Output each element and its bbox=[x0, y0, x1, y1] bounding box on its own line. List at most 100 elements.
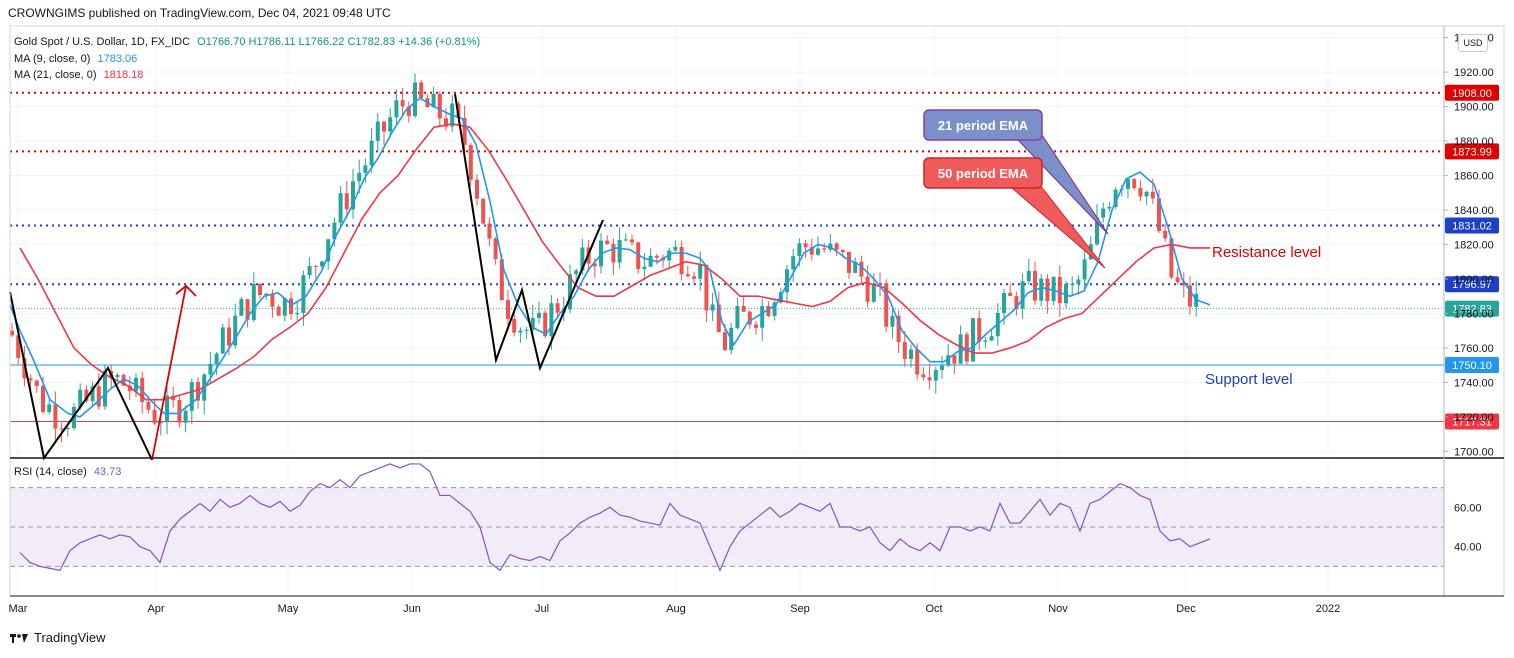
candle-body bbox=[673, 247, 678, 251]
level-price-tag bbox=[1445, 413, 1499, 430]
candle-body bbox=[270, 293, 275, 307]
candle-body bbox=[338, 193, 343, 223]
candle-body bbox=[96, 386, 101, 407]
candle-body bbox=[611, 243, 616, 263]
candle-body bbox=[530, 317, 535, 330]
candle-body bbox=[574, 270, 579, 275]
footer-brand[interactable]: TradingView bbox=[10, 630, 106, 645]
candle-body bbox=[915, 349, 920, 375]
candle-body bbox=[1138, 187, 1143, 197]
candle-body bbox=[1175, 277, 1180, 283]
candle-body bbox=[859, 261, 864, 277]
candle-body bbox=[617, 239, 622, 263]
level-price-tag bbox=[1445, 217, 1499, 234]
candle-body bbox=[214, 353, 219, 364]
candle-body bbox=[34, 380, 39, 387]
ma21-value: 1818.18 bbox=[103, 69, 144, 81]
candle-body bbox=[679, 247, 684, 275]
candle-body bbox=[1033, 271, 1037, 301]
open-value: 1766.70 bbox=[205, 36, 246, 48]
price-tick-label: 1860.00 bbox=[1454, 171, 1494, 183]
rsi-legend: RSI (14, close) 43.73 bbox=[14, 466, 121, 478]
candle-body bbox=[1188, 285, 1192, 307]
candle-body bbox=[1107, 206, 1112, 209]
time-tick-label: Nov bbox=[1048, 603, 1068, 615]
candle-body bbox=[685, 274, 690, 277]
candle-body bbox=[1132, 179, 1137, 188]
candle-body bbox=[1026, 271, 1031, 282]
ma9-label: MA (9, close, 0) bbox=[14, 53, 91, 65]
candle-body bbox=[41, 386, 45, 413]
candle-body bbox=[475, 179, 479, 199]
level-price-label: 1796.97 bbox=[1452, 279, 1492, 291]
candle-body bbox=[394, 100, 399, 118]
candle-body bbox=[896, 315, 901, 343]
candle-body bbox=[90, 386, 95, 401]
price-tick-label: 1700.00 bbox=[1454, 446, 1494, 458]
candle-body bbox=[1181, 282, 1186, 286]
annotations: Resistance level Support level 21 period E… bbox=[923, 109, 1321, 388]
candle-body bbox=[847, 251, 851, 273]
candle-body bbox=[1045, 278, 1050, 302]
candle-body bbox=[704, 264, 709, 311]
candle-body bbox=[865, 276, 870, 302]
candle-body bbox=[462, 117, 467, 146]
candle-body bbox=[506, 300, 510, 319]
ema21-callout-label: 21 period EMA bbox=[938, 118, 1029, 133]
candle-body bbox=[103, 371, 107, 407]
time-tick-label: Mar bbox=[9, 603, 28, 615]
candle-body bbox=[834, 243, 839, 250]
time-tick-label: Jun bbox=[403, 603, 421, 615]
zigzag-drawing bbox=[9, 291, 153, 461]
candle-body bbox=[493, 238, 498, 260]
candle-body bbox=[1008, 292, 1013, 297]
candle-body bbox=[183, 410, 188, 423]
ma21-label: MA (21, close, 0) bbox=[14, 69, 97, 81]
candle-body bbox=[710, 304, 715, 311]
candle-body bbox=[437, 93, 442, 119]
candle-body bbox=[747, 311, 752, 325]
high-value: 1786.11 bbox=[256, 36, 296, 48]
candle-body bbox=[481, 198, 486, 224]
candle-body bbox=[351, 181, 355, 210]
rsi-value: 43.73 bbox=[93, 466, 122, 478]
level-price-label: 1717.31 bbox=[1452, 417, 1492, 429]
candle-body bbox=[332, 222, 337, 240]
candle-body bbox=[388, 117, 393, 132]
candle-body bbox=[468, 145, 473, 180]
tradingview-logo-icon bbox=[10, 632, 28, 644]
rsi-line bbox=[19, 463, 1211, 572]
candle-body bbox=[630, 239, 634, 243]
change-value: +14.36 (+0.81%) bbox=[398, 36, 481, 48]
candle-body bbox=[1157, 198, 1161, 231]
ma9-line bbox=[9, 96, 1211, 418]
time-tick-label: Aug bbox=[666, 603, 686, 615]
candle-body bbox=[444, 118, 448, 127]
candle-body bbox=[1126, 179, 1130, 189]
candle-body bbox=[977, 318, 982, 342]
candle-body bbox=[127, 385, 132, 392]
time-tick-label: Oct bbox=[925, 603, 942, 615]
candle-body bbox=[983, 340, 988, 342]
last-price-label: 1782.83 bbox=[1452, 304, 1492, 316]
candle-body bbox=[375, 121, 380, 141]
candle-body bbox=[890, 315, 895, 327]
horizontal-levels: 1908.00 1873.99 1831.02 1796.97 1750.10 1717.… bbox=[10, 84, 1499, 430]
candle-body bbox=[419, 82, 424, 99]
candle-body bbox=[313, 266, 318, 268]
candle-body bbox=[47, 404, 52, 413]
candle-body bbox=[927, 377, 932, 381]
candle-body bbox=[282, 298, 287, 316]
candle-body bbox=[723, 332, 727, 351]
level-price-label: 1873.99 bbox=[1452, 146, 1492, 158]
candle-body bbox=[400, 100, 405, 107]
candle-body bbox=[487, 223, 492, 239]
currency-badge[interactable]: USD bbox=[1458, 34, 1488, 52]
price-tick-label: 1800.00 bbox=[1454, 274, 1494, 286]
candle-body bbox=[233, 315, 238, 346]
candle-body bbox=[320, 261, 324, 267]
ema21-callout-box bbox=[923, 109, 1043, 141]
resistance-label: Resistance level bbox=[1212, 244, 1321, 261]
price-tick-label: 1740.00 bbox=[1454, 377, 1494, 389]
